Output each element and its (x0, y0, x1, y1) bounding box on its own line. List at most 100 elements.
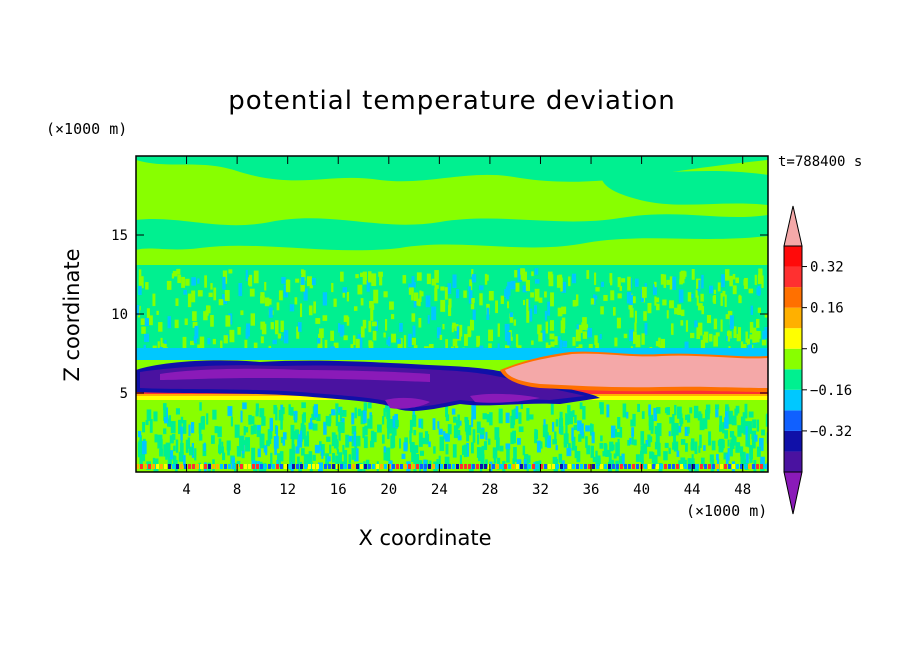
noise-cell (690, 332, 695, 339)
noise-cell (146, 308, 150, 321)
noise-cell (483, 441, 488, 451)
noise-cell (276, 460, 279, 467)
noise-cell (628, 305, 633, 310)
surface-cell (732, 464, 735, 469)
noise-cell (650, 419, 654, 434)
surface-cell (720, 464, 723, 469)
noise-cell (313, 404, 318, 418)
noise-cell (715, 453, 719, 461)
noise-cell (468, 286, 472, 292)
noise-cell (485, 459, 488, 468)
noise-cell (479, 293, 483, 306)
noise-cell (411, 337, 417, 345)
surface-cell (708, 464, 711, 469)
noise-cell (248, 414, 252, 422)
noise-cell (507, 332, 511, 346)
noise-cell (245, 426, 249, 433)
noise-cell (724, 417, 729, 429)
noise-cell (713, 318, 718, 330)
surface-cell (672, 464, 675, 469)
noise-cell (188, 446, 194, 456)
noise-cell (690, 442, 693, 450)
surface-cell (192, 464, 195, 469)
noise-cell (311, 413, 316, 421)
surface-cell (592, 464, 595, 469)
noise-cell (458, 420, 462, 426)
noise-cell (468, 290, 473, 304)
noise-cell (163, 343, 167, 352)
noise-cell (163, 428, 167, 435)
noise-cell (177, 274, 182, 284)
noise-cell (484, 273, 488, 285)
noise-cell (514, 270, 518, 278)
noise-cell (352, 335, 356, 346)
noise-cell (599, 334, 602, 340)
noise-cell (327, 456, 331, 462)
x-tick-label: 32 (532, 482, 549, 498)
noise-cell (330, 330, 334, 341)
noise-cell (610, 290, 615, 301)
noise-cell (288, 404, 291, 416)
noise-cell (319, 328, 324, 339)
noise-cell (600, 306, 604, 315)
noise-cell (315, 318, 321, 324)
noise-cell (766, 413, 768, 422)
noise-cell (280, 417, 283, 430)
surface-cell (332, 464, 335, 469)
surface-cell (756, 464, 759, 469)
noise-cell (445, 339, 448, 350)
noise-cell (280, 404, 284, 410)
noise-cell (164, 417, 169, 424)
noise-cell (654, 282, 657, 288)
noise-cell (509, 336, 513, 341)
noise-cell (383, 408, 386, 417)
noise-cell (454, 324, 459, 331)
x-tick-label: 28 (481, 482, 498, 498)
noise-cell (153, 458, 159, 472)
noise-cell (555, 419, 559, 427)
noise-cell (391, 333, 396, 343)
noise-cell (388, 419, 393, 434)
noise-cell (565, 423, 568, 437)
noise-cell (634, 322, 637, 332)
noise-cell (702, 419, 708, 429)
surface-cell (696, 464, 699, 469)
noise-cell (526, 408, 530, 421)
noise-cell (668, 431, 671, 437)
noise-cell (741, 453, 746, 465)
surface-cell (248, 464, 251, 469)
surface-cell (252, 464, 255, 469)
noise-cell (572, 336, 576, 346)
noise-cell (629, 329, 634, 342)
noise-cell (601, 281, 604, 287)
noise-cell (439, 436, 445, 451)
noise-cell (626, 411, 629, 419)
noise-cell (656, 407, 661, 414)
noise-cell (357, 334, 363, 349)
noise-cell (154, 434, 158, 443)
noise-cell (677, 425, 682, 433)
noise-cell (660, 338, 666, 351)
noise-cell (412, 414, 417, 427)
noise-cell (709, 333, 713, 342)
noise-cell (264, 297, 270, 307)
noise-cell (600, 435, 603, 442)
noise-cell (534, 432, 538, 444)
time-label: t=788400 s (778, 154, 863, 170)
noise-cell (444, 287, 448, 300)
noise-cell (348, 454, 352, 464)
x-tick-label: 4 (182, 482, 190, 498)
surface-cell (520, 464, 523, 469)
colorbar-band (784, 246, 802, 267)
noise-cell (566, 447, 572, 457)
noise-cell (353, 448, 359, 462)
noise-cell (586, 270, 590, 279)
noise-cell (669, 276, 674, 290)
noise-cell (289, 304, 295, 312)
noise-cell (363, 402, 367, 411)
noise-cell (538, 297, 543, 303)
noise-cell (542, 330, 546, 341)
noise-cell (222, 452, 226, 461)
noise-cell (425, 459, 429, 468)
surface-cell (448, 464, 451, 469)
